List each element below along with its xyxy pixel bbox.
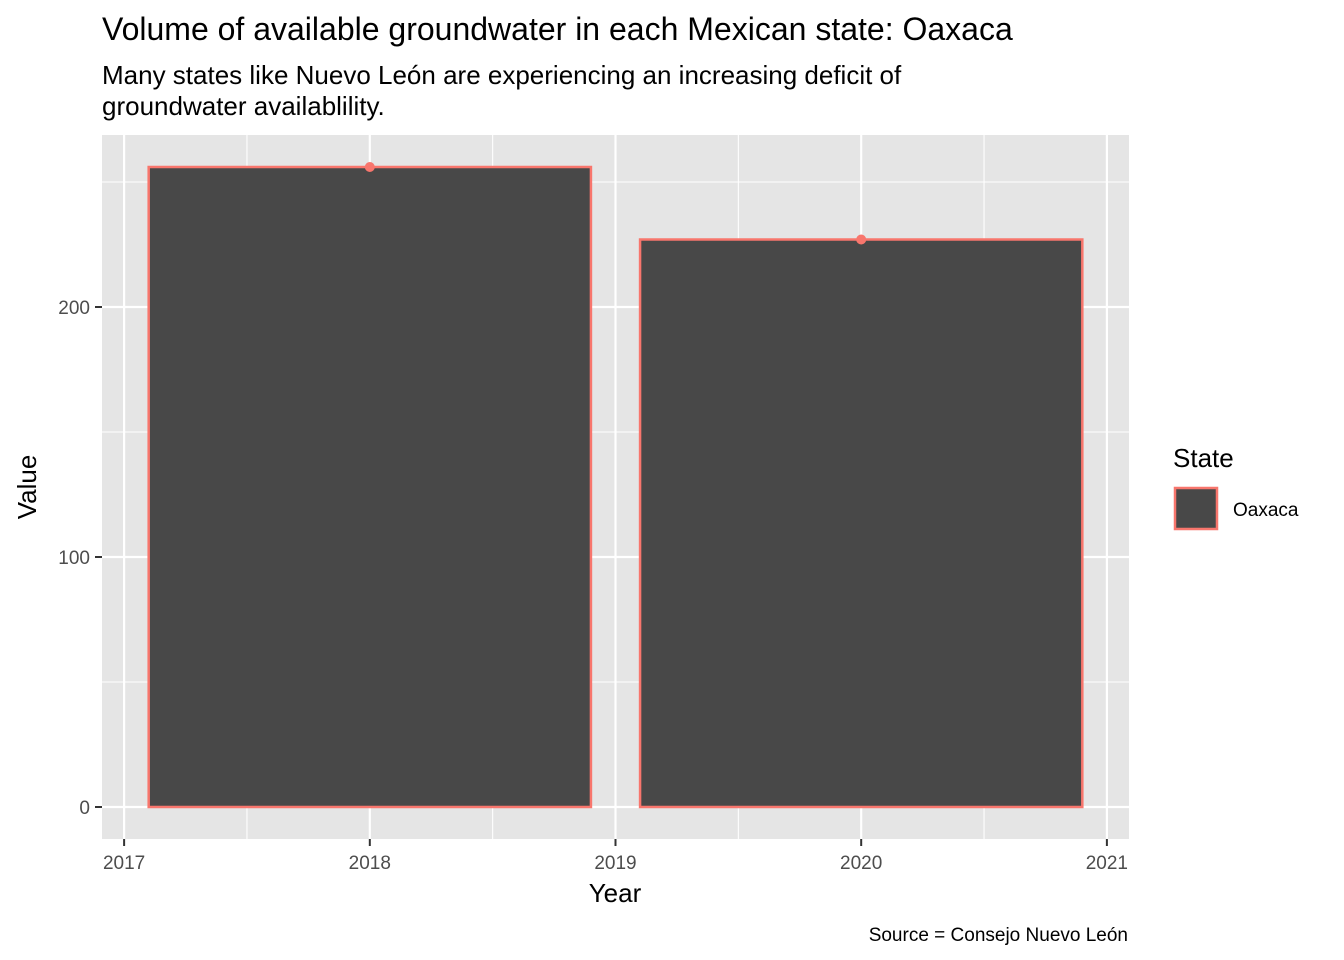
x-axis-title: Year	[589, 878, 642, 908]
bars	[147, 165, 1084, 809]
x-axis: 2017 2018 2019 2020 2021	[103, 839, 1128, 874]
chart-title: Volume of available groundwater in each …	[102, 11, 1013, 47]
y-axis: 0 100 200	[58, 298, 102, 819]
chart-subtitle-line-2: groundwater availablility.	[102, 91, 385, 121]
legend: State Oaxaca	[1173, 443, 1299, 531]
x-tick-label: 2020	[840, 853, 882, 874]
chart-subtitle-line-1: Many states like Nuevo León are experien…	[102, 60, 902, 90]
y-axis-title: Value	[12, 455, 42, 520]
point-oaxaca-2020	[856, 234, 867, 245]
legend-title: State	[1173, 443, 1234, 473]
x-tick-label: 2017	[103, 853, 145, 874]
x-tick-label: 2019	[594, 853, 636, 874]
point-oaxaca-2018	[364, 162, 375, 172]
legend-label-oaxaca: Oaxaca	[1233, 500, 1299, 521]
y-tick-label: 0	[79, 798, 90, 819]
points	[364, 162, 867, 245]
chart-caption: Source = Consejo Nuevo León	[869, 925, 1128, 946]
bar-oaxaca-2018	[147, 165, 593, 809]
y-tick-label: 200	[58, 298, 90, 319]
x-tick-label: 2018	[349, 853, 391, 874]
y-tick-label: 100	[58, 548, 90, 569]
legend-key-oaxaca	[1173, 486, 1219, 531]
x-tick-label: 2021	[1086, 853, 1128, 874]
bar-oaxaca-2020	[638, 238, 1084, 809]
